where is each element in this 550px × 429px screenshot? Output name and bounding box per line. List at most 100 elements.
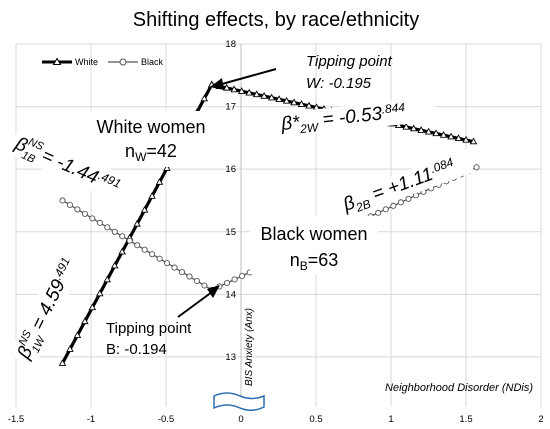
- white-women-label-box: [86, 111, 212, 167]
- data-point-white: [140, 205, 149, 213]
- x-tick-label: 1.5: [459, 414, 472, 425]
- tipping-white-arrowhead: [210, 78, 224, 90]
- data-point-white: [439, 130, 448, 138]
- legend-black-marker: [119, 58, 127, 66]
- data-point-white: [409, 124, 418, 132]
- y-axis-title: BIS Anxiety (Anx): [244, 308, 255, 386]
- data-point-white: [447, 132, 455, 140]
- black-women-label: Black women: [260, 224, 367, 244]
- data-point-black: [375, 209, 382, 216]
- y-tick-label: 17: [225, 102, 236, 113]
- data-point-white: [81, 317, 89, 325]
- data-point-white: [267, 93, 276, 101]
- tipping-black-value: B: -0.194: [106, 341, 167, 358]
- data-point-black: [66, 201, 74, 208]
- data-point-black: [59, 197, 66, 204]
- x-axis-title: Neighborhood Disorder (NDis): [385, 382, 533, 394]
- tipping-white-arrow: [221, 68, 277, 85]
- data-point-black: [104, 224, 111, 231]
- x-tick-label: 0.5: [309, 414, 322, 425]
- data-point-white: [222, 83, 231, 91]
- data-point-black: [74, 206, 81, 213]
- axes: -1.5 -1 -0.5 0 0.5 1 1.5 2 13 14 15 16 17 18: [8, 39, 544, 425]
- data-point-white: [454, 134, 463, 142]
- data-point-black: [89, 215, 96, 222]
- data-point-black: [119, 233, 126, 240]
- data-point-white: [237, 87, 246, 94]
- white-women-n: nW=42: [125, 141, 177, 164]
- data-point-white: [110, 261, 119, 269]
- data-point-white: [96, 289, 104, 297]
- data-point-black: [223, 279, 231, 287]
- data-point-white: [462, 135, 470, 143]
- tipping-black-arrowhead: [207, 285, 220, 298]
- data-point-white: [469, 137, 478, 145]
- data-point-black: [382, 206, 389, 213]
- data-point-white: [73, 331, 82, 338]
- tipping-white-value: W: -0.195: [306, 75, 372, 92]
- data-point-white: [88, 303, 97, 311]
- data-point-white: [163, 164, 171, 171]
- y-tick-label: 15: [225, 227, 236, 238]
- x-tick-label: -1: [87, 414, 95, 425]
- data-point-white: [148, 191, 156, 199]
- data-point-black: [397, 199, 404, 206]
- data-point-white: [66, 345, 74, 352]
- x-tick-label: 2: [538, 414, 543, 425]
- data-point-white: [230, 85, 238, 93]
- x-tick-label: -1.5: [8, 414, 24, 425]
- beta-2w-bg: [276, 96, 436, 138]
- white-women-label: White women: [96, 117, 205, 137]
- data-point-white: [118, 247, 126, 255]
- data-point-white: [282, 96, 291, 104]
- data-point-black: [126, 237, 133, 244]
- data-point-white: [252, 90, 261, 98]
- data-point-black: [81, 210, 88, 217]
- x-tick-label: 1: [388, 414, 393, 425]
- y-tick-label: 16: [225, 164, 236, 175]
- data-point-black: [149, 251, 156, 258]
- data-point-white: [260, 91, 268, 99]
- legend: White Black: [42, 57, 164, 67]
- data-point-black: [239, 272, 246, 279]
- data-point-white: [297, 100, 306, 107]
- data-point-white: [245, 88, 253, 96]
- data-point-white: [103, 275, 112, 283]
- data-point-white: [432, 129, 440, 137]
- data-point-black: [141, 246, 148, 253]
- axis-break-symbol: [213, 392, 265, 411]
- data-point-white: [155, 178, 164, 185]
- data-point-black: [156, 255, 163, 262]
- data-point-white: [417, 126, 425, 133]
- x-tick-label: 0: [238, 414, 243, 425]
- legend-white-label: White: [75, 57, 98, 67]
- legend-white-marker: [52, 57, 62, 65]
- data-point-white: [133, 219, 141, 227]
- black-women-n: nB=63: [290, 250, 339, 273]
- data-point-black: [111, 228, 118, 235]
- data-point-black: [231, 276, 238, 283]
- tipping-white-title: Tipping point: [306, 53, 393, 70]
- tipping-black-title: Tipping point: [106, 320, 192, 337]
- legend-black-label: Black: [141, 57, 164, 67]
- data-point-black: [178, 269, 186, 276]
- data-point-white: [424, 127, 433, 135]
- chart-title: Shifting effects, by race/ethnicity: [133, 9, 419, 31]
- data-point-white: [200, 94, 209, 102]
- data-point-black: [405, 195, 412, 202]
- beta-2b-bg: [336, 149, 475, 219]
- data-point-black: [201, 282, 208, 289]
- data-point-black: [186, 273, 193, 280]
- data-point-black: [390, 202, 397, 209]
- data-point-black: [171, 264, 178, 271]
- data-point-white: [275, 95, 283, 102]
- tipping-point-white-annotation: Tipping point W: -0.195: [210, 53, 393, 92]
- tipping-point-black-annotation: Tipping point B: -0.194: [106, 285, 220, 358]
- data-point-black: [134, 242, 141, 249]
- beta-1w-bg: [8, 246, 87, 368]
- data-point-white: [305, 101, 313, 109]
- data-point-white: [290, 98, 298, 106]
- data-point-white: [58, 359, 67, 366]
